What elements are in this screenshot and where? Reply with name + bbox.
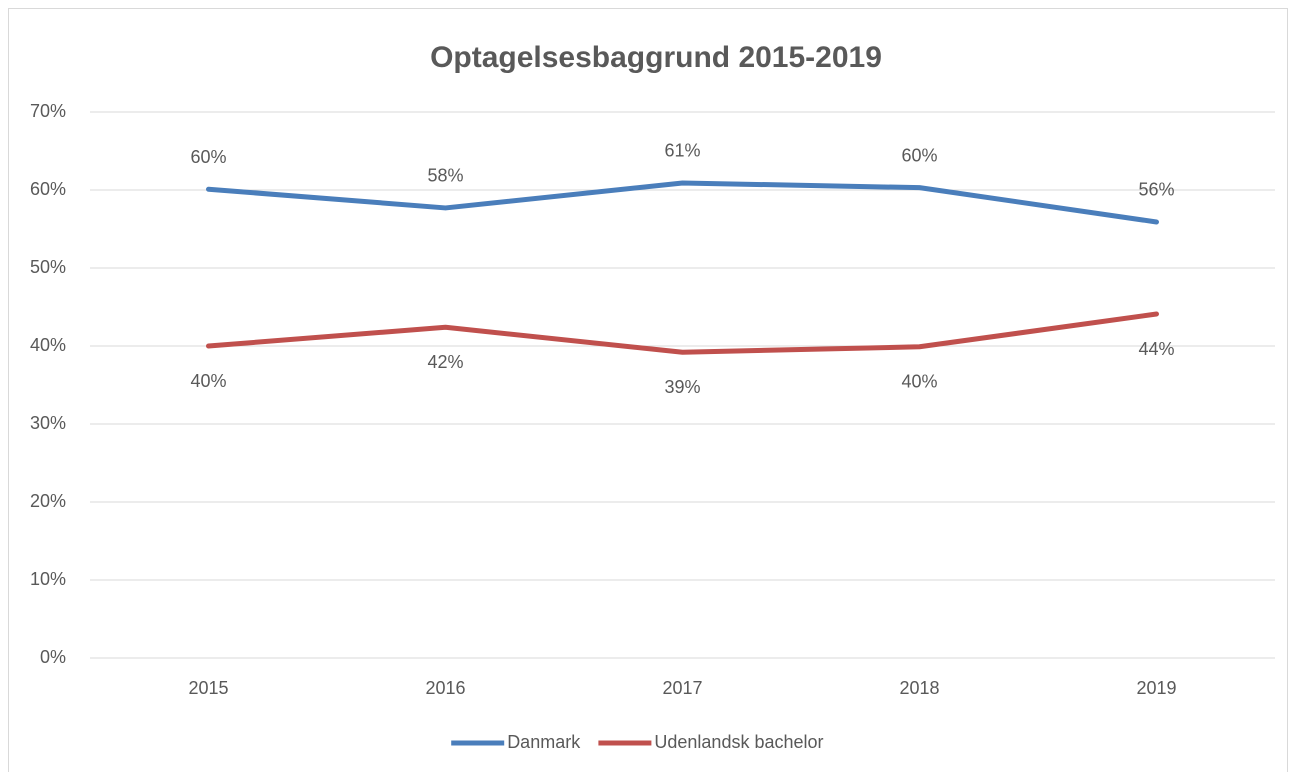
x-tick-label: 2017 xyxy=(662,678,702,698)
y-tick-label: 0% xyxy=(40,647,66,667)
data-label: 40% xyxy=(901,372,937,392)
data-label: 42% xyxy=(427,352,463,372)
y-tick-label: 70% xyxy=(30,101,66,121)
x-tick-label: 2016 xyxy=(425,678,465,698)
series-line xyxy=(206,180,1159,225)
data-label: 61% xyxy=(664,141,700,161)
legend-label: Danmark xyxy=(507,732,581,752)
chart-title: Optagelsesbaggrund 2015-2019 xyxy=(430,41,882,74)
x-tick-label: 2019 xyxy=(1136,678,1176,698)
data-label: 56% xyxy=(1138,180,1174,200)
legend-label: Udenlandsk bachelor xyxy=(654,732,823,752)
x-tick-label: 2018 xyxy=(899,678,939,698)
data-label: 44% xyxy=(1138,339,1174,359)
x-tick-label: 2015 xyxy=(188,678,228,698)
y-tick-label: 30% xyxy=(30,413,66,433)
data-label: 60% xyxy=(190,147,226,167)
chart-border xyxy=(8,8,1288,772)
series-line xyxy=(206,311,1159,355)
y-tick-label: 60% xyxy=(30,179,66,199)
data-label: 39% xyxy=(664,377,700,397)
y-tick-label: 20% xyxy=(30,491,66,511)
y-tick-label: 10% xyxy=(30,569,66,589)
data-label: 40% xyxy=(190,371,226,391)
data-label: 58% xyxy=(427,166,463,186)
data-label: 60% xyxy=(901,145,937,165)
y-tick-label: 50% xyxy=(30,257,66,277)
y-tick-label: 40% xyxy=(30,335,66,355)
